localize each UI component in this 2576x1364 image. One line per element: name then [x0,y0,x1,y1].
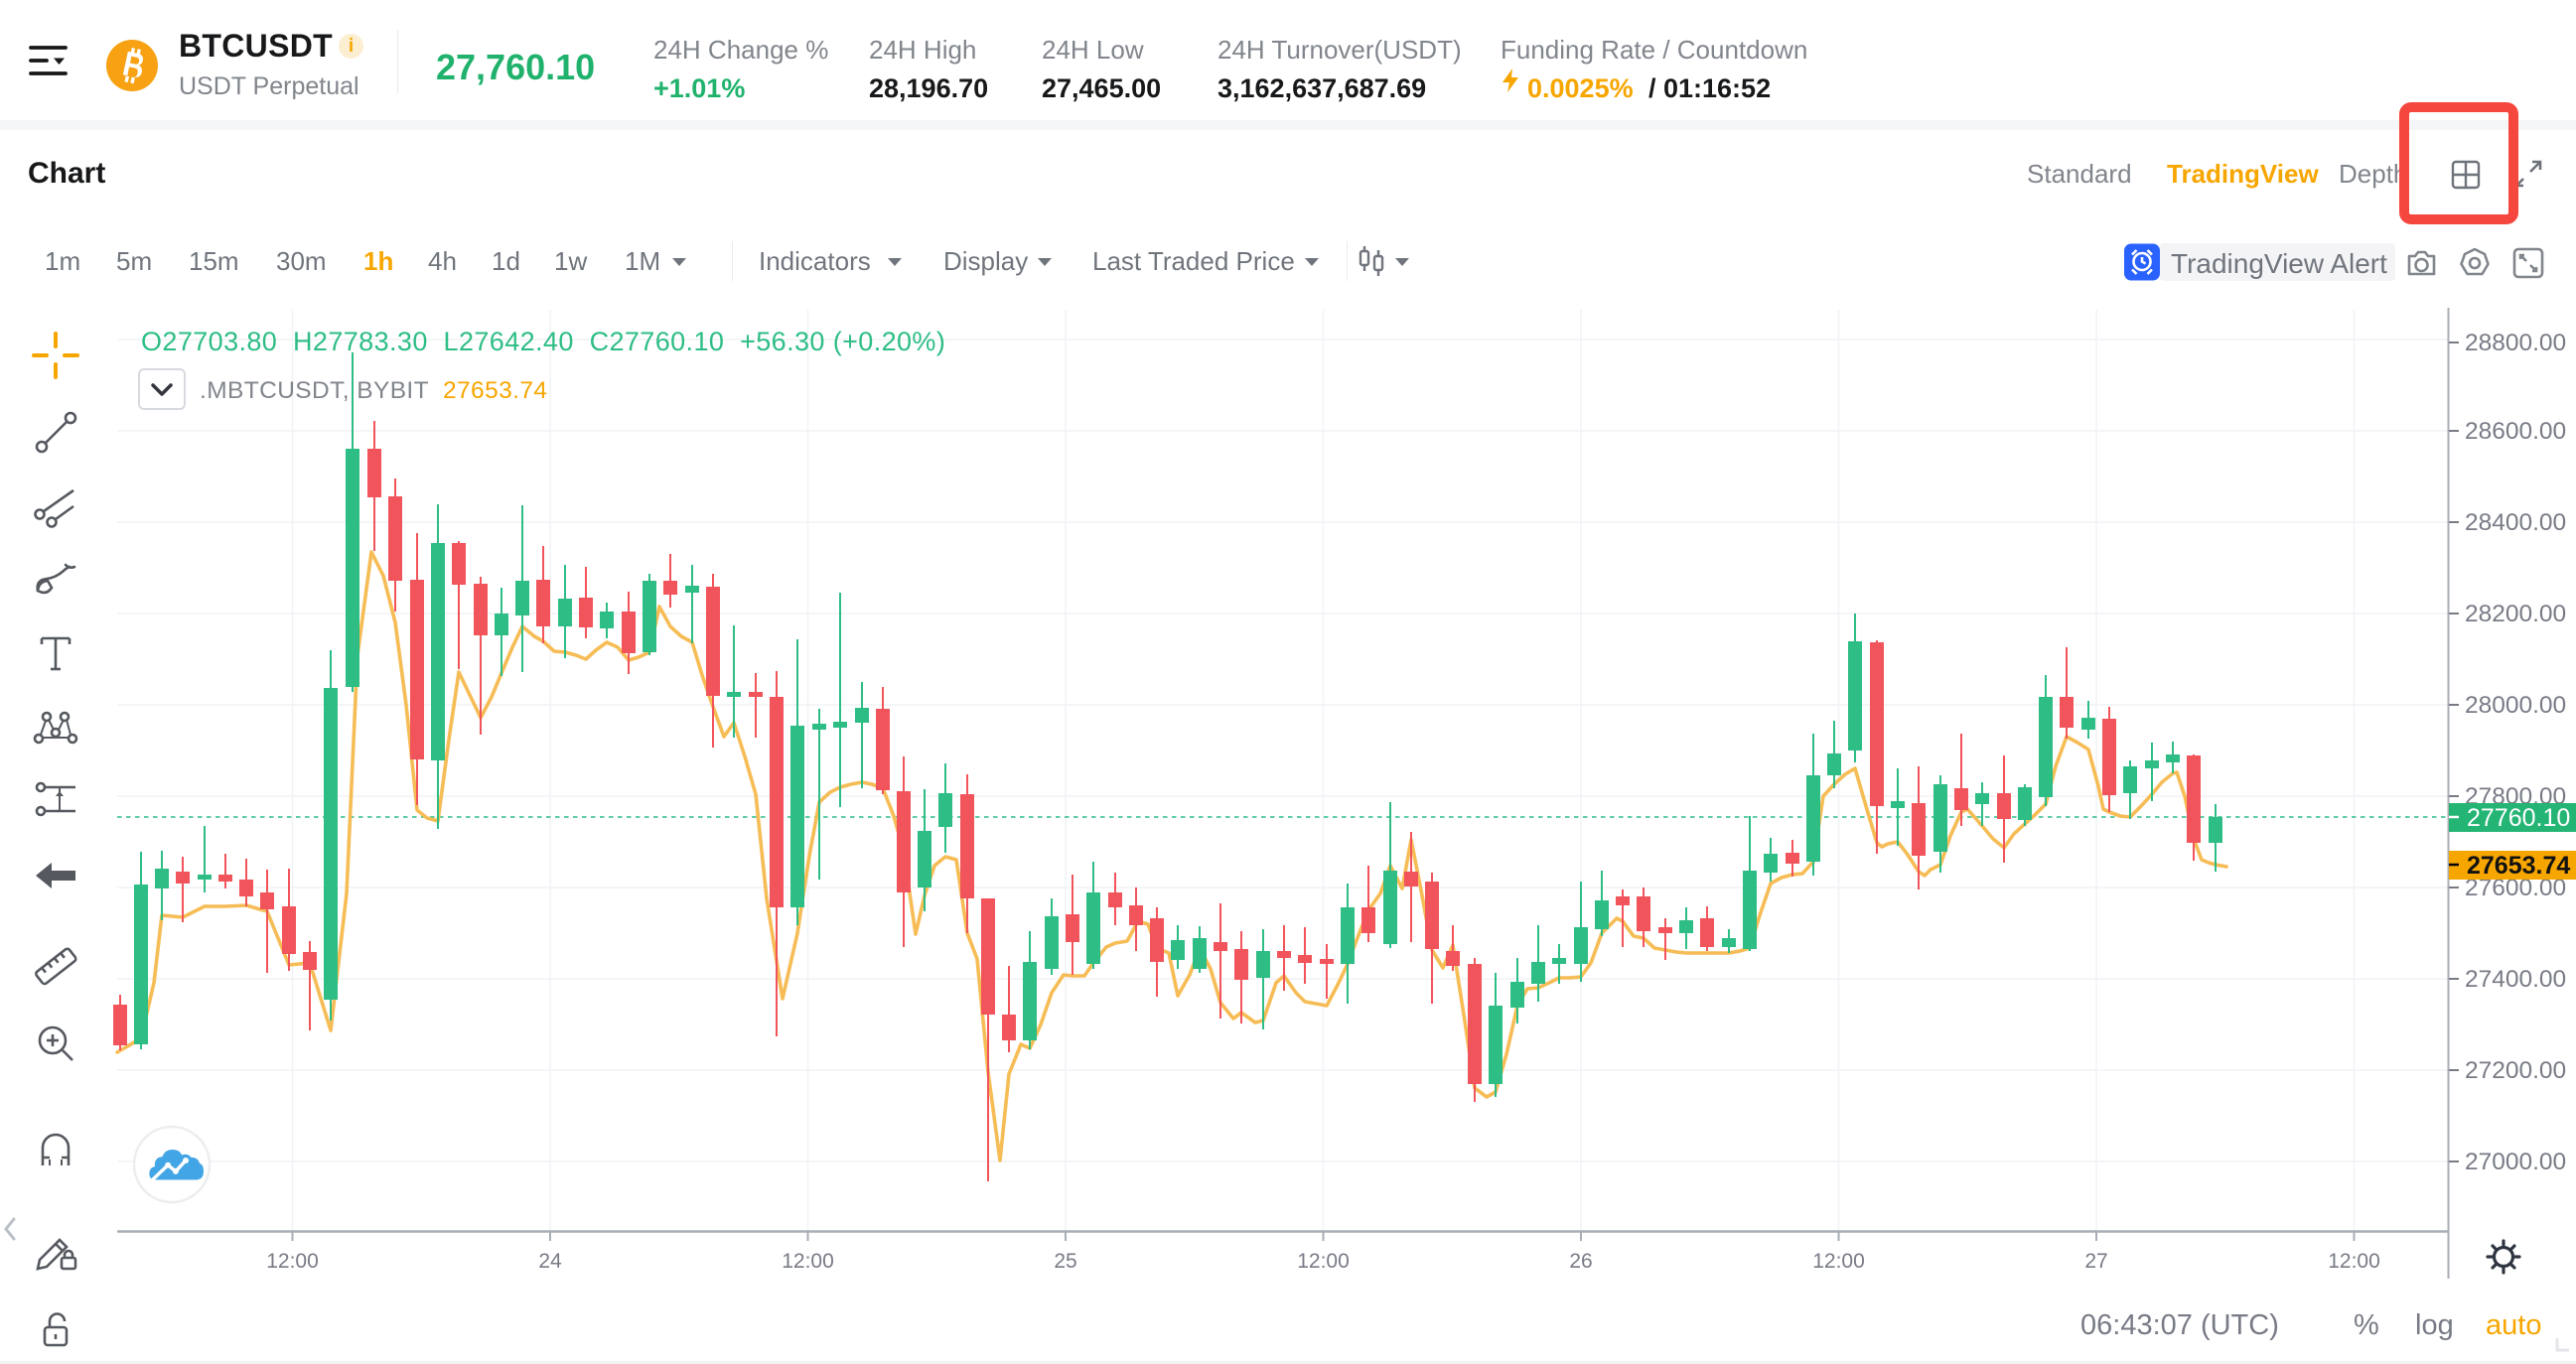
svg-text:%: % [2354,1309,2379,1341]
svg-text:26: 26 [1569,1250,1592,1273]
svg-text:28600.00: 28600.00 [2465,418,2566,445]
svg-text:24: 24 [538,1250,562,1273]
svg-text:25: 25 [1054,1250,1076,1273]
svg-text:12:00: 12:00 [782,1250,834,1273]
svg-text:06:43:07 (UTC): 06:43:07 (UTC) [2080,1309,2279,1341]
svg-text:27760.10: 27760.10 [2467,804,2570,832]
svg-text:28200.00: 28200.00 [2465,601,2566,627]
svg-text:27: 27 [2084,1250,2107,1273]
svg-text:27653.74: 27653.74 [2467,852,2570,880]
svg-text:.MBTCUSDT, BYBIT: .MBTCUSDT, BYBIT [200,377,429,404]
svg-text:28400.00: 28400.00 [2465,509,2566,536]
svg-text:28800.00: 28800.00 [2465,330,2566,356]
svg-text:12:00: 12:00 [1812,1250,1865,1273]
svg-text:27400.00: 27400.00 [2465,966,2566,993]
svg-text:auto: auto [2486,1309,2541,1341]
svg-text:27653.74: 27653.74 [443,377,547,404]
svg-text:28000.00: 28000.00 [2465,692,2566,719]
svg-text:12:00: 12:00 [2328,1250,2380,1273]
svg-text:log: log [2415,1309,2454,1341]
svg-text:27200.00: 27200.00 [2465,1057,2566,1084]
svg-text:12:00: 12:00 [266,1250,319,1273]
svg-text:27000.00: 27000.00 [2465,1149,2566,1175]
svg-text:O27703.80 H27783.30 L27642.4: O27703.80 H27783.30 L27642.40 C27760.10 … [141,327,945,356]
svg-text:12:00: 12:00 [1297,1250,1350,1273]
